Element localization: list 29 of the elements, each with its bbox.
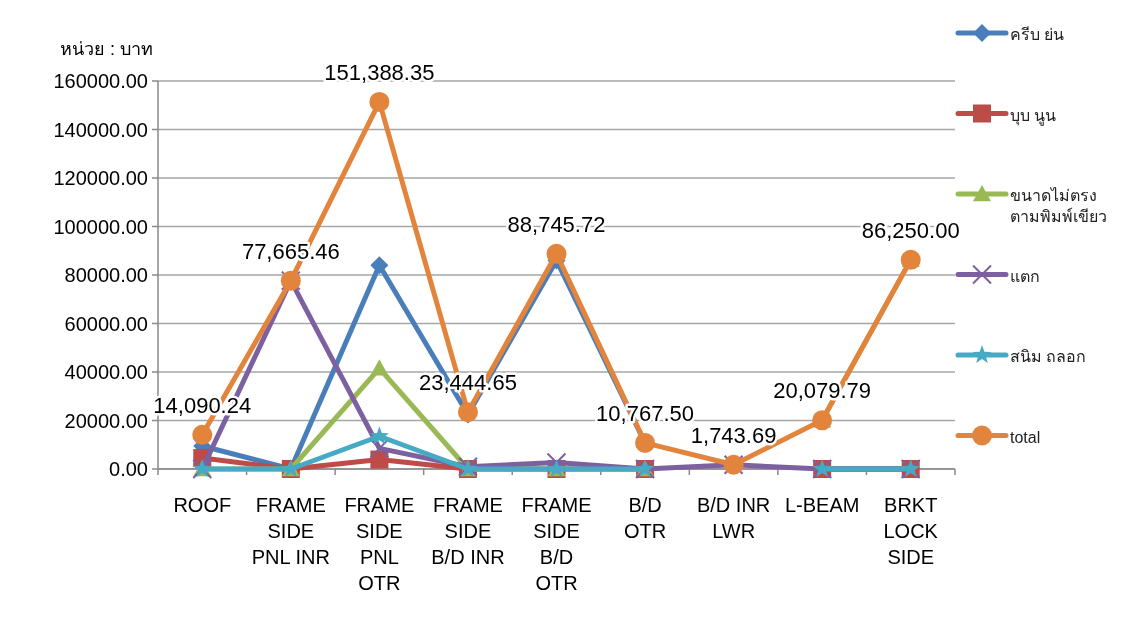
ytick: 100000.00 bbox=[53, 215, 148, 238]
xtick: B/D INR LWR bbox=[696, 494, 771, 542]
data-label: 88,745.72 bbox=[507, 211, 606, 237]
xtick: BRKT LOCK SIDE bbox=[883, 494, 938, 568]
ytick: 120000.00 bbox=[53, 167, 148, 189]
data-label: 86,250.00 bbox=[861, 217, 960, 243]
xtick: FRAME SIDE B/D OTR bbox=[521, 494, 592, 594]
ytick: 40000.00 bbox=[64, 361, 148, 383]
legend: แตก bbox=[1010, 267, 1040, 285]
xtick: FRAME SIDE B/D INR bbox=[431, 494, 505, 568]
xtick: L-BEAM bbox=[784, 494, 860, 516]
xtick: FRAME SIDE PNL OTR bbox=[344, 494, 415, 594]
ytick: 140000.00 bbox=[53, 118, 148, 141]
data-label: 1,743.69 bbox=[690, 422, 777, 448]
xtick: FRAME SIDE PNL INR bbox=[251, 494, 330, 568]
legend: total bbox=[1010, 428, 1041, 446]
legend: บุบ นูน bbox=[1010, 106, 1057, 124]
ytick: 60000.00 bbox=[64, 312, 148, 335]
legend: ขนาดไม่ตรง ตามพิมพ์เขียว bbox=[1010, 187, 1107, 225]
xtick: ROOF bbox=[173, 494, 232, 516]
xtick: B/D OTR bbox=[623, 494, 667, 542]
legend: สนิม ถลอก bbox=[1010, 348, 1087, 365]
data-label: 151,388.35 bbox=[324, 59, 435, 85]
ytick: 0.00 bbox=[109, 458, 148, 480]
legend: ครีบ ย่น bbox=[1010, 26, 1065, 43]
ytick: 80000.00 bbox=[64, 264, 148, 286]
ytick: 20000.00 bbox=[64, 409, 148, 432]
ylabel: หน่วย : บาท bbox=[60, 39, 153, 59]
ytick: 160000.00 bbox=[53, 70, 148, 92]
